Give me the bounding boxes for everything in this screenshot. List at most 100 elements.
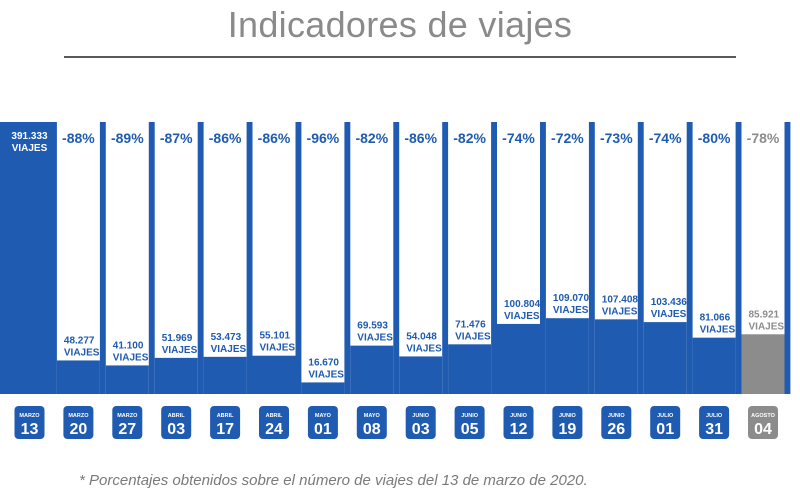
date-badge — [259, 406, 289, 439]
badge-day: 17 — [216, 421, 234, 438]
value-label: 391.333 — [11, 131, 48, 142]
trips-bar-chart: 391.333VIAJESMARZO13-88%48.277VIAJESMARZ… — [0, 122, 791, 439]
unit-label: VIAJES — [700, 325, 736, 336]
value-label: 103.436 — [651, 297, 688, 308]
column-panel — [301, 122, 345, 394]
percent-label: -82% — [453, 130, 486, 146]
bar — [350, 345, 394, 394]
value-label: 54.048 — [406, 331, 437, 342]
unit-label: VIAJES — [406, 343, 442, 354]
badge-day: 01 — [314, 421, 332, 438]
unit-label: VIAJES — [357, 333, 393, 344]
value-label: 71.476 — [455, 319, 486, 330]
bar — [692, 337, 736, 394]
value-label: 48.277 — [64, 335, 95, 346]
badge-month: JUNIO — [510, 413, 528, 419]
unit-label: VIAJES — [504, 311, 540, 322]
bar — [399, 356, 443, 394]
unit-label: VIAJES — [211, 344, 247, 355]
bar — [56, 360, 100, 394]
bar — [154, 357, 198, 394]
percent-label: -74% — [502, 130, 535, 146]
date-badge — [503, 406, 534, 439]
percent-label: -72% — [551, 130, 584, 146]
percent-label: -80% — [698, 130, 731, 146]
percent-label: -96% — [307, 130, 340, 146]
value-label: 85.921 — [749, 309, 780, 320]
value-label: 69.593 — [357, 321, 388, 332]
value-label: 53.473 — [211, 332, 242, 343]
column-panel — [203, 122, 247, 394]
date-badge — [454, 406, 485, 439]
value-label: 81.066 — [700, 313, 731, 324]
badge-month: JUNIO — [412, 413, 430, 419]
badge-day: 13 — [21, 421, 39, 438]
percent-label: -89% — [111, 130, 144, 146]
bar — [301, 382, 345, 394]
date-badge — [307, 406, 338, 439]
bar — [203, 356, 247, 394]
value-label: 55.101 — [260, 331, 291, 342]
date-badge — [601, 406, 632, 439]
badge-month: JULIO — [657, 413, 674, 419]
badge-month: MARZO — [19, 413, 40, 419]
bar — [8, 122, 51, 394]
bar — [448, 344, 492, 394]
value-label: 100.804 — [504, 299, 541, 310]
badge-day: 04 — [754, 421, 772, 438]
percent-label: -86% — [404, 130, 437, 146]
column-panel — [154, 122, 198, 394]
column-panel — [252, 122, 296, 394]
badge-day: 03 — [167, 421, 185, 438]
badge-day: 26 — [607, 421, 625, 438]
unit-label: VIAJES — [162, 345, 198, 356]
bar — [594, 319, 638, 394]
unit-label: VIAJES — [113, 352, 149, 363]
percent-label: -86% — [209, 130, 242, 146]
badge-day: 12 — [510, 421, 528, 438]
value-label: 16.670 — [308, 357, 339, 368]
unit-label: VIAJES — [260, 343, 296, 354]
unit-label: VIAJES — [553, 305, 589, 316]
badge-day: 19 — [559, 421, 577, 438]
badge-month: AGOSTO — [751, 413, 775, 419]
date-badge — [552, 406, 583, 439]
badge-month: ABRIL — [168, 413, 185, 419]
value-label: 107.408 — [602, 294, 639, 305]
percent-label: -88% — [62, 130, 95, 146]
bar — [497, 323, 540, 394]
date-badge — [650, 406, 681, 439]
date-badge — [699, 406, 730, 439]
value-label: 41.100 — [113, 340, 144, 351]
column-panel — [399, 122, 443, 394]
badge-month: MAYO — [315, 413, 332, 419]
date-badge — [63, 406, 94, 439]
badge-month: JULIO — [706, 413, 723, 419]
percent-label: -82% — [355, 130, 388, 146]
column-panel — [105, 122, 149, 394]
badge-day: 01 — [656, 421, 674, 438]
date-badge — [112, 406, 143, 439]
badge-month: JUNIO — [461, 413, 479, 419]
value-label: 109.070 — [553, 293, 590, 304]
percent-label: -86% — [258, 130, 291, 146]
badge-day: 27 — [118, 421, 136, 438]
badge-day: 05 — [461, 421, 479, 438]
bar — [252, 355, 296, 394]
percent-label: -73% — [600, 130, 633, 146]
unit-label: VIAJES — [12, 143, 48, 154]
date-badge — [748, 406, 778, 439]
bar — [643, 322, 687, 394]
percent-label: -87% — [160, 130, 193, 146]
bar — [545, 318, 589, 394]
unit-label: VIAJES — [651, 309, 687, 320]
bar — [105, 365, 149, 394]
badge-month: MAYO — [364, 413, 381, 419]
date-badge — [161, 406, 192, 439]
badge-month: JUNIO — [559, 413, 577, 419]
unit-label: VIAJES — [455, 331, 491, 342]
badge-day: 24 — [265, 421, 283, 438]
badge-day: 31 — [705, 421, 723, 438]
badge-day: 20 — [70, 421, 88, 438]
column-panel — [56, 122, 100, 394]
